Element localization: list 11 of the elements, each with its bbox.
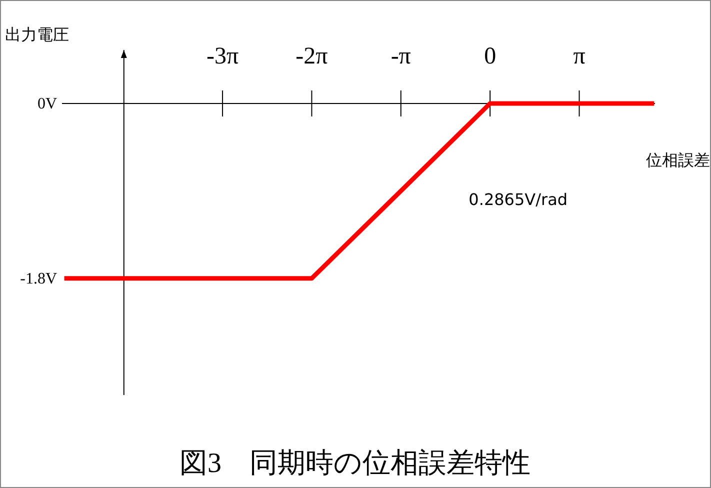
y-axis-title: 出力電圧 <box>5 25 69 44</box>
x-tick-label: -2π <box>296 43 328 70</box>
y-tick-label: -1.8V <box>20 270 58 288</box>
x-tick-label: π <box>573 43 586 70</box>
text: 図3 同期時の位相誤差特性 <box>180 448 530 479</box>
x-tick-label: -π <box>390 43 411 70</box>
x-tick-label: 0 <box>484 43 496 70</box>
annotation: 0.2865V/rad <box>468 190 568 209</box>
x-axis-title: 位相誤差 <box>646 150 710 170</box>
x-tick-label: -3π <box>206 43 239 70</box>
y-tick-label: 0V <box>37 96 58 113</box>
